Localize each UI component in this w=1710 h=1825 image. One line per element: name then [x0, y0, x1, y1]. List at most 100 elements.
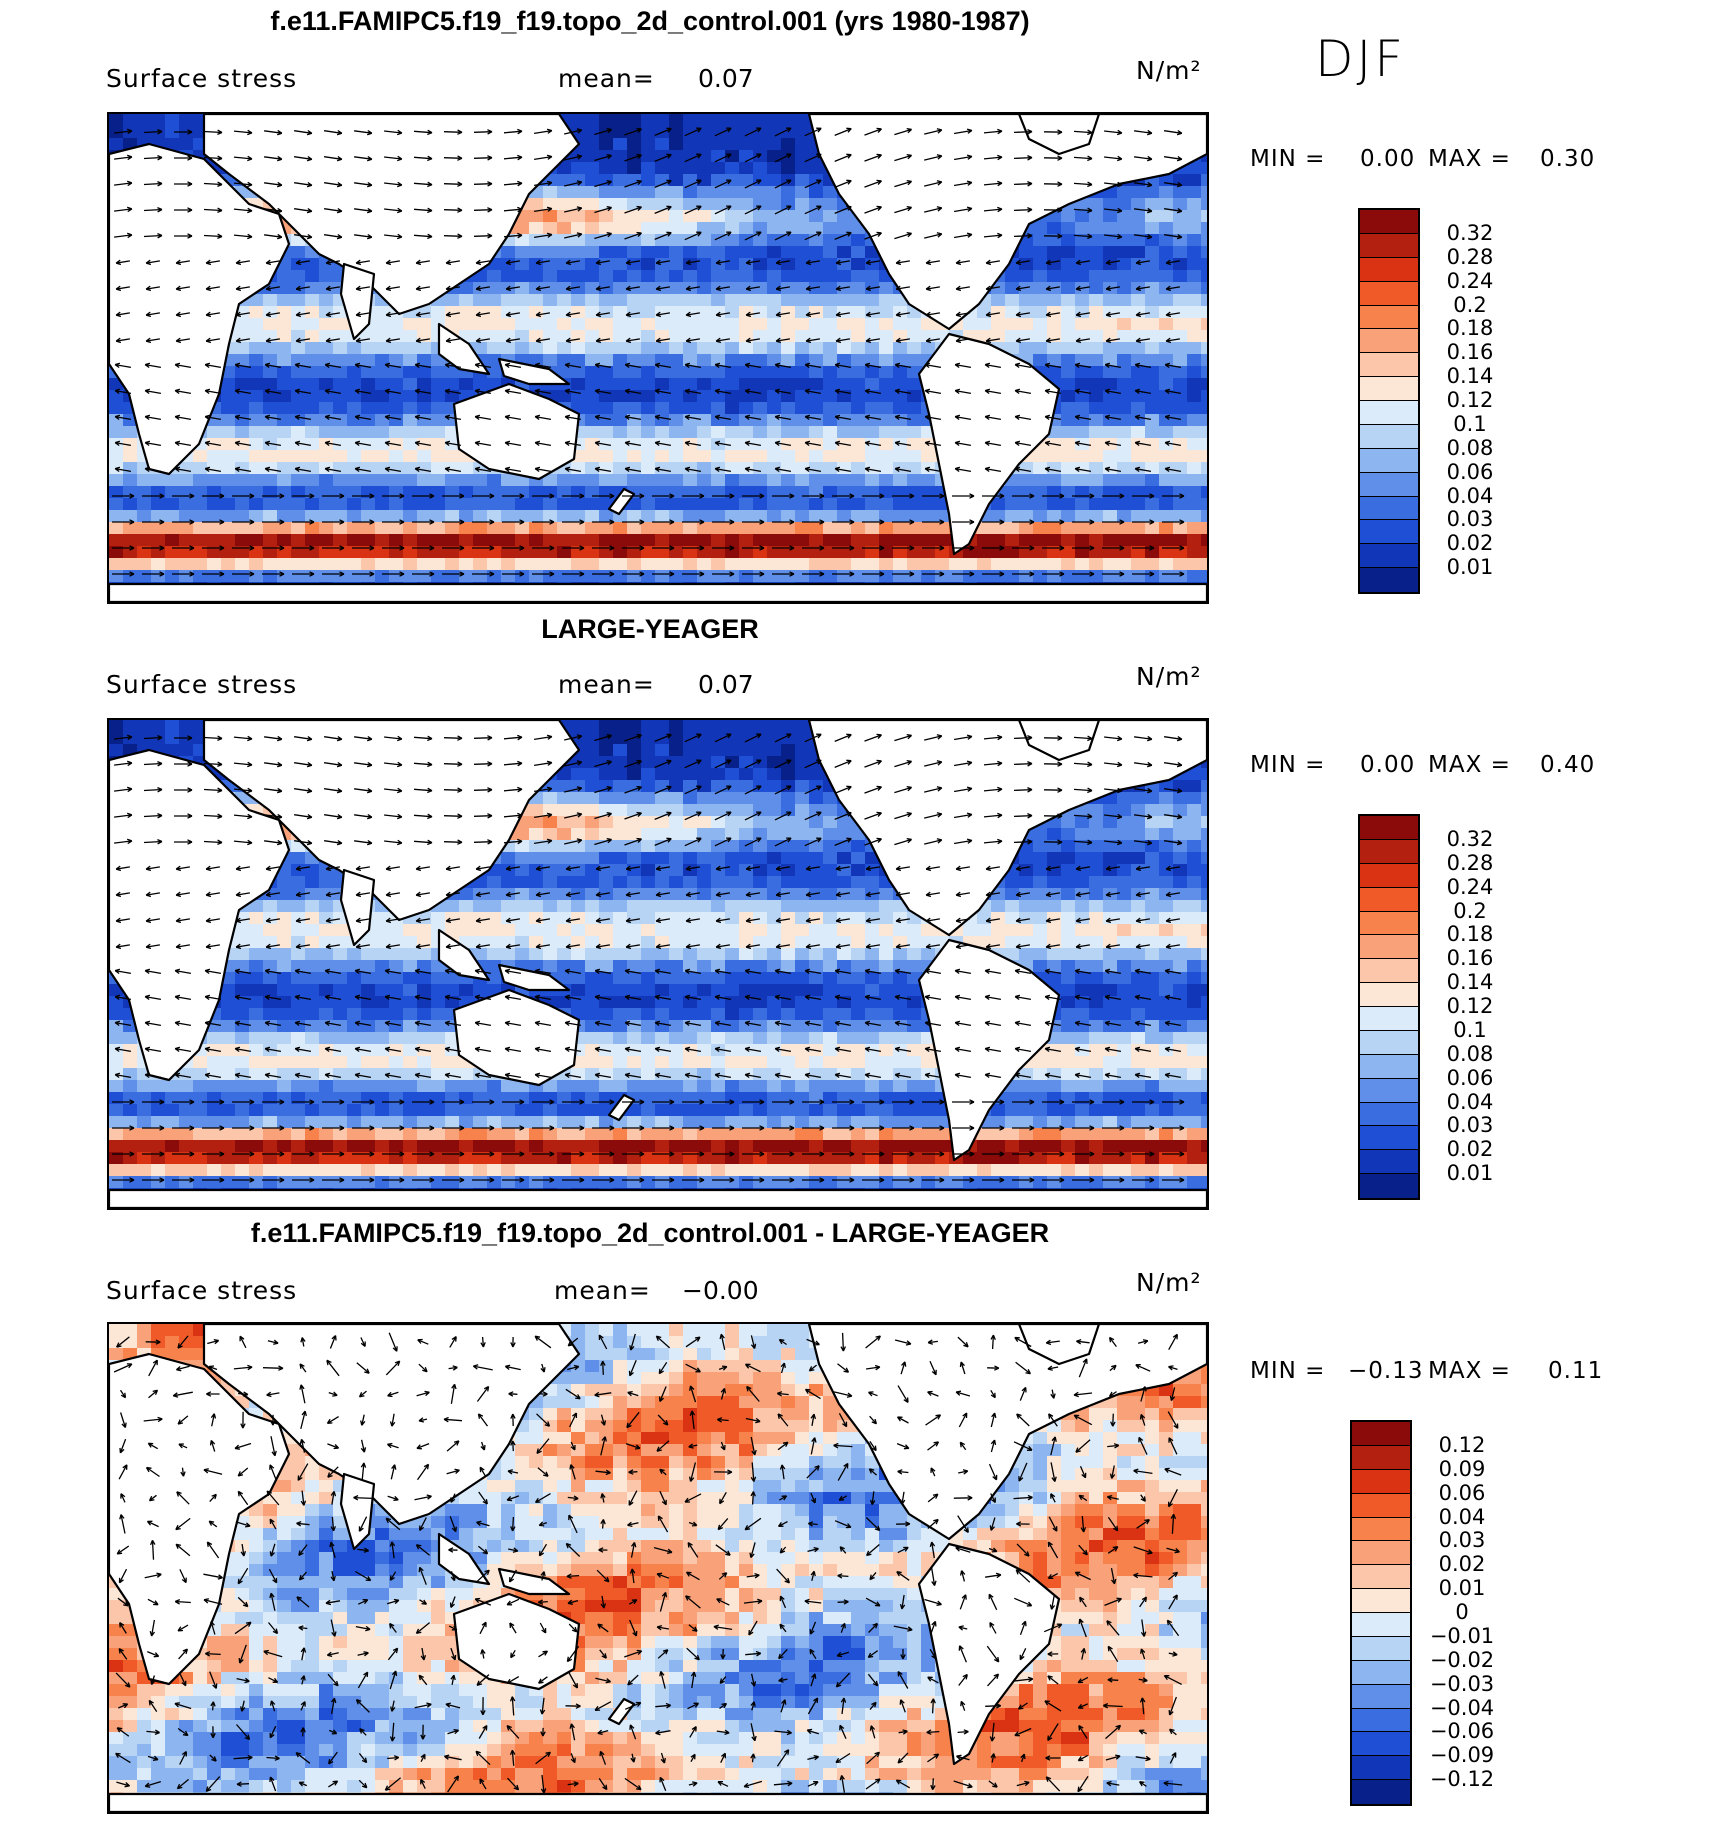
- panel-2-max-value: 0.40: [1540, 752, 1596, 778]
- colorbar-swatch: [1352, 1660, 1410, 1685]
- land-outline: [109, 582, 1207, 602]
- colorbar-swatch: [1360, 281, 1418, 306]
- colorbar-swatch: [1352, 1565, 1410, 1590]
- land-outline: [202, 114, 581, 316]
- land-outline: [917, 332, 1061, 556]
- panel-1-field: [109, 114, 1207, 602]
- colorbar-swatch: [1360, 448, 1418, 473]
- panel-3-max-value: 0.11: [1548, 1358, 1604, 1384]
- colorbar-tick-label: 0.32: [1446, 826, 1494, 851]
- colorbar-tick-label: 0.02: [1446, 1137, 1494, 1162]
- colorbar-tick-label: 0.28: [1446, 850, 1494, 875]
- land-outline: [109, 1792, 1207, 1812]
- panel-2-field: [109, 720, 1207, 1208]
- land-outline: [607, 1697, 636, 1726]
- colorbar-tick-label: 0.02: [1446, 531, 1494, 556]
- colorbar-swatch: [1360, 935, 1418, 960]
- colorbar-tick-label: 0.32: [1446, 220, 1494, 245]
- panel-1-variable: Surface stress: [106, 64, 298, 93]
- colorbar-swatch: [1360, 1030, 1418, 1055]
- colorbar-swatch: [1352, 1589, 1410, 1613]
- colorbar-swatch: [1360, 568, 1418, 592]
- colorbar-swatch: [1360, 424, 1418, 449]
- colorbar-tick-label: 0.12: [1446, 388, 1494, 412]
- panel-3-colorbar-labels: 0.12 0.09 0.06 0.04 0.03 0.02 0.01 0 −0.01 −0.02−…: [1412, 1420, 1522, 1806]
- colorbar-tick-label: 0.06: [1446, 459, 1494, 484]
- panel-3-variable: Surface stress: [106, 1276, 298, 1305]
- land-outline: [497, 1567, 571, 1596]
- land-outline: [452, 988, 581, 1087]
- colorbar-swatch: [1360, 520, 1418, 545]
- colorbar-tick-label: 0.12: [1446, 994, 1494, 1018]
- colorbar-swatch: [1360, 887, 1418, 912]
- panel-3-mean-label: mean=: [554, 1276, 651, 1305]
- colorbar-tick-label: 0.09: [1438, 1456, 1486, 1481]
- colorbar-tick-label: 0.01: [1438, 1576, 1486, 1601]
- colorbar-swatch: [1360, 210, 1418, 234]
- colorbar-tick-label: 0.03: [1446, 1113, 1494, 1138]
- panel-3-colorbar: [1350, 1420, 1412, 1806]
- panel-2-map: [107, 718, 1209, 1210]
- panel-2-mean-value: 0.07: [698, 670, 754, 699]
- colorbar-swatch: [1360, 1054, 1418, 1079]
- colorbar-swatch: [1360, 839, 1418, 864]
- land-outline: [437, 322, 491, 376]
- land-outline: [807, 1324, 1207, 1541]
- panel-3-min-label: MIN =: [1250, 1358, 1326, 1384]
- colorbar-tick-label: 0.18: [1446, 922, 1494, 947]
- panel-1-units: N/m²: [1136, 56, 1202, 85]
- colorbar-swatch: [1360, 816, 1418, 840]
- colorbar-swatch: [1352, 1613, 1410, 1637]
- panel-1-mean-value: 0.07: [698, 64, 754, 93]
- colorbar-tick-label: 0.04: [1446, 1089, 1494, 1114]
- colorbar-swatch: [1352, 1422, 1410, 1446]
- panel-1-min-label: MIN =: [1250, 146, 1326, 172]
- colorbar-swatch: [1352, 1517, 1410, 1542]
- colorbar-swatch: [1352, 1684, 1410, 1709]
- land-outline: [497, 963, 571, 992]
- panel-2-mean-label: mean=: [558, 670, 655, 699]
- colorbar-swatch: [1360, 911, 1418, 936]
- land-outline: [437, 928, 491, 982]
- panel-1-mean-label: mean=: [558, 64, 655, 93]
- colorbar-swatch: [1352, 1445, 1410, 1470]
- colorbar-tick-label: −0.09: [1429, 1743, 1495, 1768]
- colorbar-swatch: [1360, 353, 1418, 378]
- colorbar-tick-label: 0.03: [1438, 1528, 1486, 1553]
- colorbar-swatch: [1360, 1126, 1418, 1151]
- panel-1-title: f.e11.FAMIPC5.f19_f19.topo_2d_control.00…: [270, 6, 1030, 36]
- panel-1-max-label: MAX =: [1428, 146, 1511, 172]
- colorbar-tick-label: 0.24: [1446, 874, 1494, 899]
- colorbar-tick-label: 0.04: [1438, 1504, 1486, 1529]
- panel-3-mean-value: −0.00: [682, 1276, 759, 1305]
- colorbar-tick-label: −0.02: [1429, 1647, 1495, 1672]
- colorbar-tick-label: 0.01: [1446, 1161, 1494, 1186]
- land-outline: [452, 382, 581, 481]
- colorbar-swatch: [1352, 1732, 1410, 1757]
- land-outline: [452, 1592, 581, 1691]
- colorbar-tick-label: 0.12: [1438, 1432, 1486, 1457]
- colorbar-swatch: [1360, 863, 1418, 888]
- panel-3-title: f.e11.FAMIPC5.f19_f19.topo_2d_control.00…: [250, 1218, 1050, 1248]
- panel-1-map: [107, 112, 1209, 604]
- colorbar-swatch: [1360, 1007, 1418, 1031]
- colorbar-tick-label: 0.24: [1446, 268, 1494, 293]
- colorbar-tick-label: 0.2: [1453, 898, 1487, 923]
- season-label: DJF: [1315, 30, 1407, 88]
- colorbar-tick-label: 0.16: [1446, 340, 1494, 365]
- colorbar-tick-label: 0.14: [1446, 970, 1494, 995]
- colorbar-tick-label: 0.02: [1438, 1552, 1486, 1577]
- colorbar-tick-label: 0.16: [1446, 946, 1494, 971]
- colorbar-tick-label: 0.1: [1453, 1017, 1487, 1042]
- colorbar-swatch: [1360, 1150, 1418, 1175]
- colorbar-tick-label: 0.2: [1453, 292, 1487, 317]
- colorbar-tick-label: 0.03: [1446, 507, 1494, 532]
- panel-2-colorbar-labels: 0.32 0.28 0.24 0.2 0.18 0.16 0.14 0.12 0.1 0.08 0.…: [1420, 814, 1520, 1200]
- colorbar-swatch: [1360, 329, 1418, 354]
- colorbar-swatch: [1360, 401, 1418, 425]
- panel-2-units: N/m²: [1136, 662, 1202, 691]
- colorbar-tick-label: 0.18: [1446, 316, 1494, 341]
- colorbar-tick-label: 0.1: [1453, 411, 1487, 436]
- colorbar-swatch: [1352, 1756, 1410, 1781]
- panel-3-min-value: −0.13: [1348, 1358, 1424, 1384]
